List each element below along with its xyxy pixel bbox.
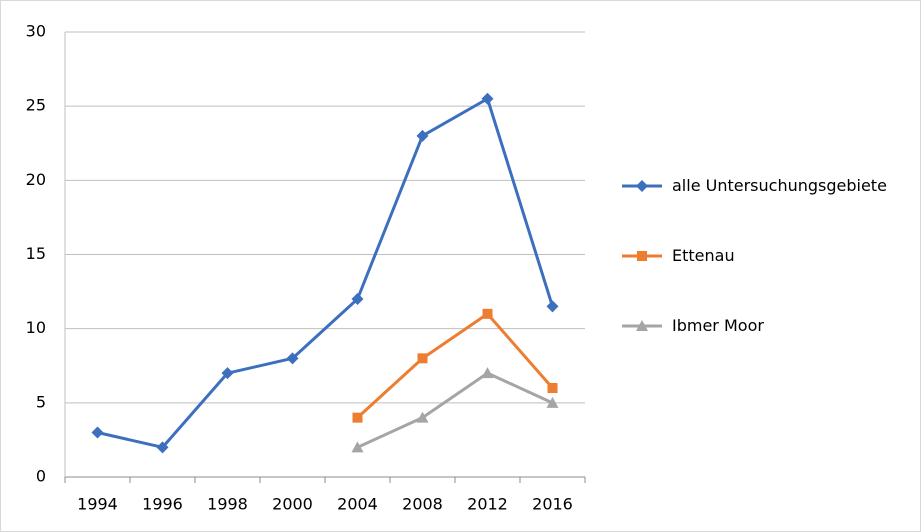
marker (416, 411, 429, 423)
marker (352, 412, 363, 423)
y-tick-label: 30 (26, 22, 46, 41)
y-tick-label: 5 (36, 392, 46, 411)
marker (91, 426, 104, 439)
y-tick-label: 25 (26, 96, 46, 115)
marker (221, 367, 234, 380)
marker (636, 180, 648, 192)
legend-label: Ettenau (672, 246, 735, 265)
x-tick-label: 1994 (77, 495, 118, 514)
x-tick-label: 2004 (337, 495, 378, 514)
marker (636, 320, 648, 331)
series-line (97, 97, 554, 449)
legend-label: alle Untersuchungsgebiete (672, 176, 887, 195)
series-line (356, 312, 554, 419)
legend-label: Ibmer Moor (672, 316, 764, 335)
marker (351, 293, 364, 305)
x-tick-label: 1998 (207, 495, 248, 514)
y-tick-label: 10 (26, 318, 46, 337)
marker (417, 353, 428, 364)
x-tick-label: 1996 (142, 495, 183, 514)
x-tick-label: 2016 (532, 495, 573, 514)
marker (416, 129, 429, 142)
y-tick-label: 0 (36, 467, 46, 486)
x-tick-label: 2000 (272, 495, 313, 514)
y-tick-label: 20 (26, 170, 46, 189)
marker (482, 308, 493, 319)
series-line (356, 371, 554, 449)
marker (286, 352, 299, 365)
x-tick-label: 2008 (402, 495, 443, 514)
marker (481, 367, 494, 379)
marker (481, 92, 494, 105)
x-tick-label: 2012 (467, 495, 508, 514)
marker (156, 441, 169, 454)
marker (547, 383, 558, 393)
marker (546, 300, 559, 313)
y-tick-label: 15 (26, 244, 46, 263)
marker (351, 441, 364, 453)
marker (637, 251, 647, 261)
marker (546, 396, 559, 408)
